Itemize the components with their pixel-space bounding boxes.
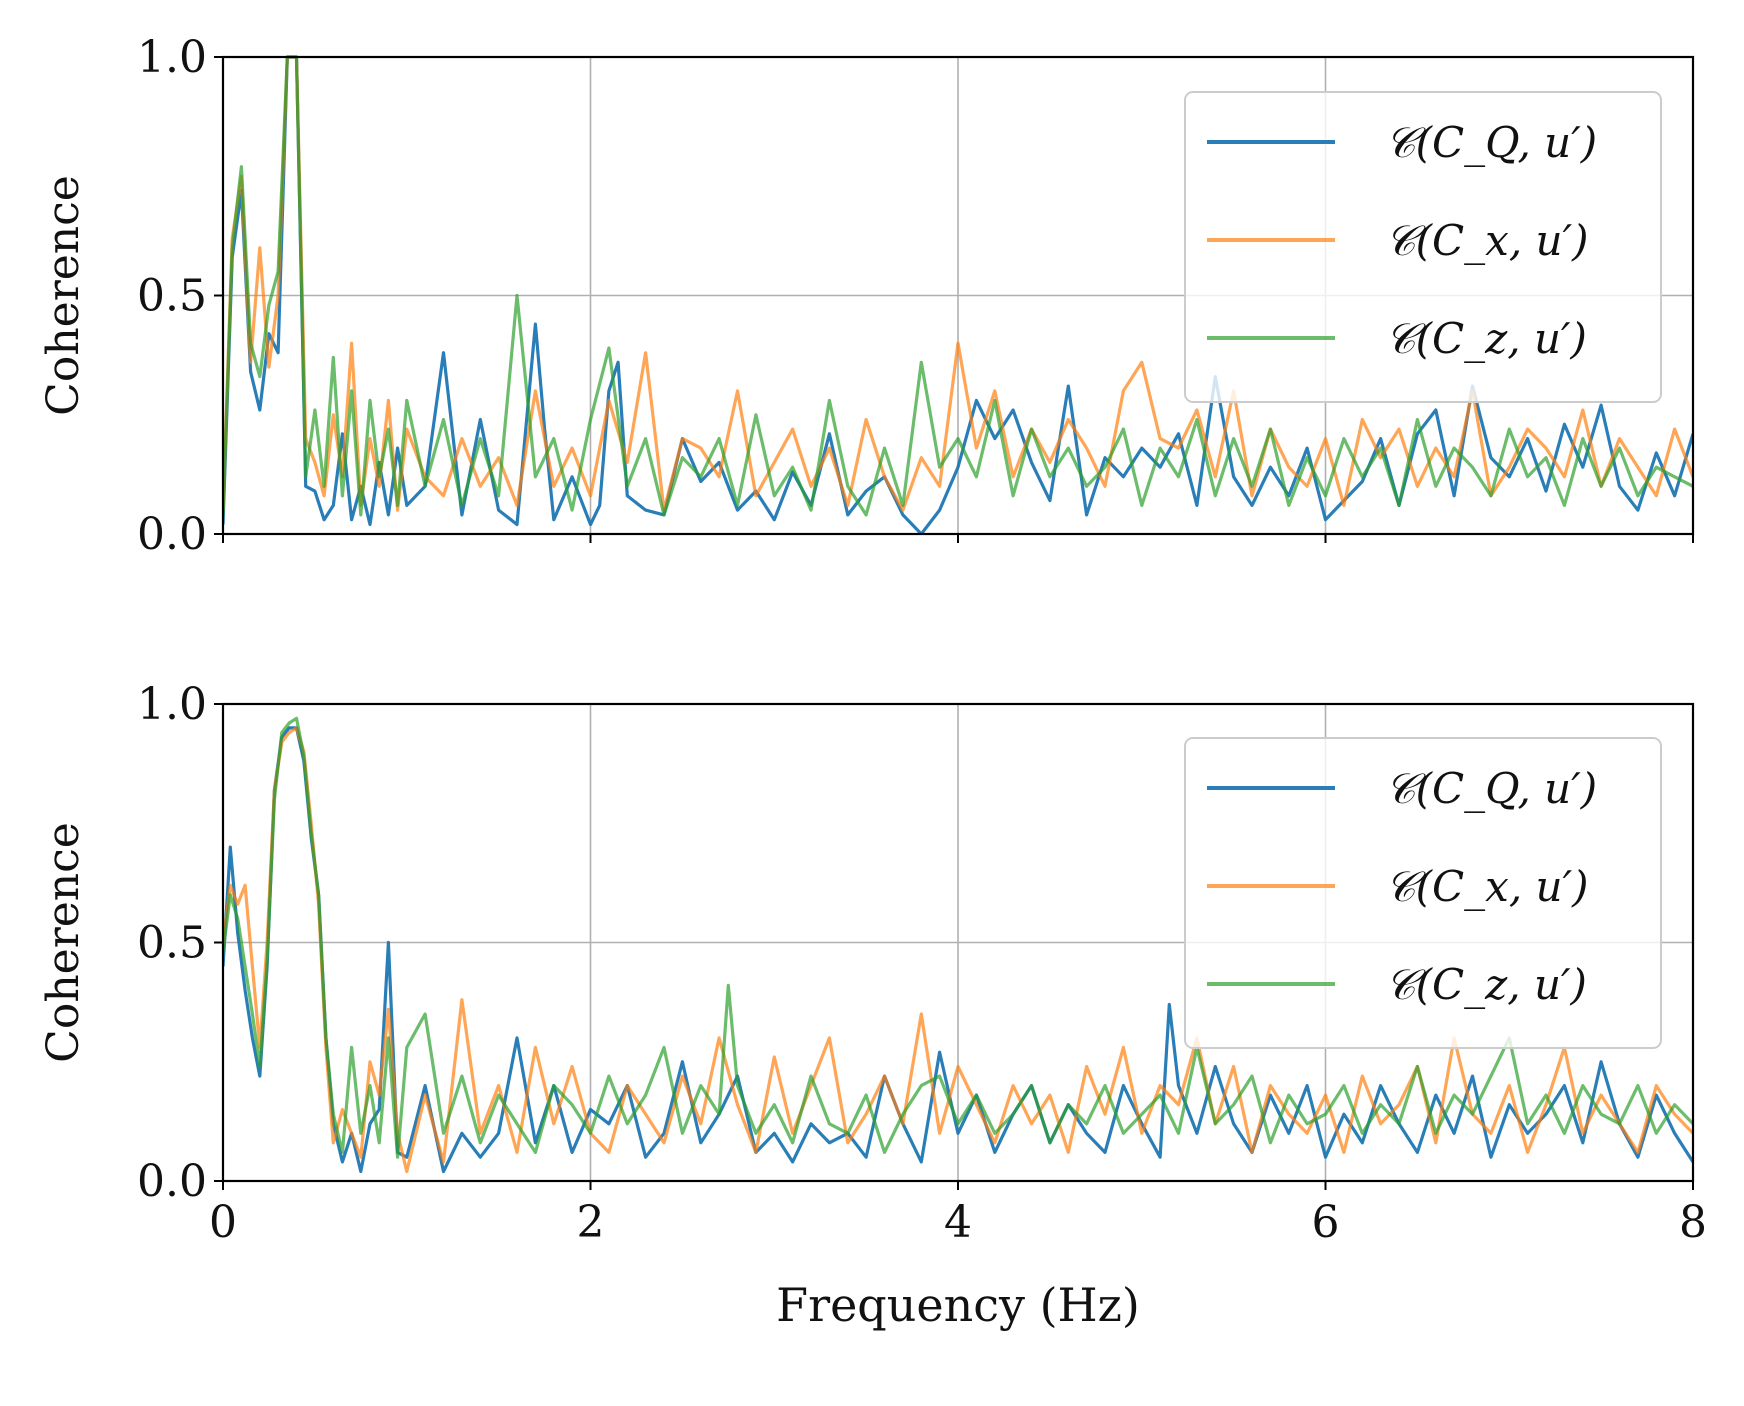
y-axis-label: Coherence [38,822,89,1063]
series-line-2 [223,726,1693,1174]
bottom-panel: 0.0 0.5 1.0 0 2 4 6 8 Coherence Frequency (Hz) 𝒞(… [38,679,1707,1332]
bottom-axes: 0.0 0.5 1.0 0 2 4 6 8 Coherence Frequency (Hz) [38,679,1707,1332]
top-axes: 0.0 0.5 1.0 Coherence [38,32,1695,560]
y-tick-label: 0.0 [137,1156,207,1207]
x-tick-label: 0 [209,1197,237,1248]
legend-label-1: 𝒞(C_Q, u′) [1385,118,1597,167]
series-line-3 [223,716,1693,1159]
top-legend: 𝒞(C_Q, u′) 𝒞(C_x, u′) 𝒞(C_z, u′) [1184,91,1662,403]
legend-label-1: 𝒞(C_Q, u′) [1385,764,1597,813]
legend-label-3: 𝒞(C_z, u′) [1385,960,1587,1009]
x-tick-label: 8 [1679,1197,1707,1248]
x-tick-label: 6 [1312,1197,1340,1248]
y-tick-label: 0.5 [137,271,207,322]
bottom-legend: 𝒞(C_Q, u′) 𝒞(C_x, u′) 𝒞(C_z, u′) [1184,737,1662,1049]
legend-label-2: 𝒞(C_x, u′) [1385,862,1589,911]
y-axis-label: Coherence [38,175,89,416]
x-axis-label: Frequency (Hz) [776,1278,1140,1332]
x-tick-label: 2 [577,1197,605,1248]
legend-box [1184,737,1662,1049]
series-line-3 [223,55,1693,517]
y-tick-label: 1.0 [137,679,207,730]
y-tick-label: 0.0 [137,509,207,560]
legend-label-3: 𝒞(C_z, u′) [1385,314,1587,363]
legend-box [1184,91,1662,403]
legend-label-2: 𝒞(C_x, u′) [1385,216,1589,265]
y-tick-label: 1.0 [137,32,207,83]
y-tick-label: 0.5 [137,918,207,969]
x-tick-label: 4 [944,1197,972,1248]
bottom-series-group [223,716,1693,1174]
top-series-group [223,55,1693,534]
